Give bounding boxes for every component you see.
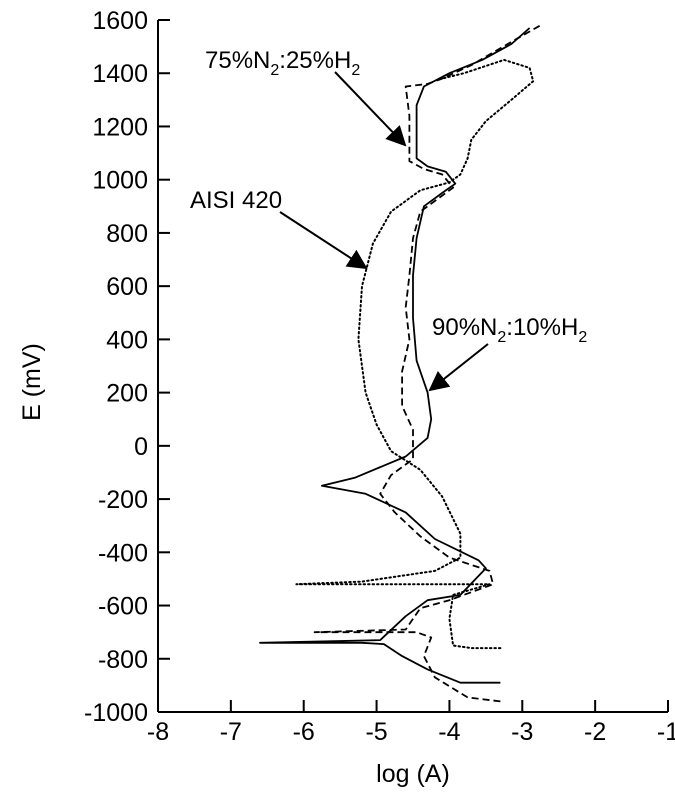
annotation-90n2-10h2: 90%N2:10%H2 — [432, 314, 587, 346]
annotation-arrow-90n2-10h2 — [428, 343, 489, 392]
x-tick-label-0: -8 — [147, 718, 169, 746]
y-tick-label-1: -800 — [98, 646, 148, 674]
x-tick-label-1: -7 — [220, 718, 242, 746]
x-tick-label-4: -4 — [438, 718, 460, 746]
y-axis-label: E (mV) — [18, 343, 46, 421]
y-tick-label-10: 1000 — [92, 167, 148, 195]
y-tick-label-4: -200 — [98, 486, 148, 514]
y-tick-label-13: 1600 — [92, 7, 148, 35]
x-tick-label-5: -3 — [511, 718, 533, 746]
y-tick-label-5: 0 — [134, 433, 148, 461]
y-tick-label-6: 200 — [106, 380, 148, 408]
x-tick-label-6: -2 — [584, 718, 606, 746]
series-line-1 — [313, 24, 541, 703]
y-tick-label-12: 1400 — [92, 60, 148, 88]
annotation-arrow-aisi-420 — [279, 211, 368, 270]
annotation-75n2-25h2: 75%N2:25%H2 — [205, 47, 360, 79]
y-tick-label-0: -1000 — [84, 699, 148, 727]
axes — [157, 20, 668, 713]
y-tick-label-8: 600 — [106, 273, 148, 301]
x-tick-label-7: -1 — [657, 718, 675, 746]
annotation-aisi-420: AISI 420 — [190, 187, 282, 214]
annotations: 75%N2:25%H2 AISI 420 90%N2:10%H2 — [190, 47, 587, 392]
y-tick-label-3: -400 — [98, 539, 148, 567]
x-axis-label: log (A) — [376, 760, 450, 788]
x-tick-label-3: -5 — [365, 718, 387, 746]
y-tick-label-2: -600 — [98, 593, 148, 621]
series-line-0 — [295, 58, 535, 650]
annotation-arrow-75n2-25h2 — [334, 71, 407, 147]
ticks: -8 -7 -6 -5 -4 -3 -2 -1 -1000 -800 -600 -400 -200 0 20… — [84, 7, 675, 746]
y-tick-label-11: 1200 — [92, 113, 148, 141]
y-tick-label-7: 400 — [106, 326, 148, 354]
y-tick-label-9: 800 — [106, 220, 148, 248]
x-tick-label-2: -6 — [293, 718, 315, 746]
series-layer — [259, 24, 541, 703]
series-line-2 — [259, 27, 531, 684]
